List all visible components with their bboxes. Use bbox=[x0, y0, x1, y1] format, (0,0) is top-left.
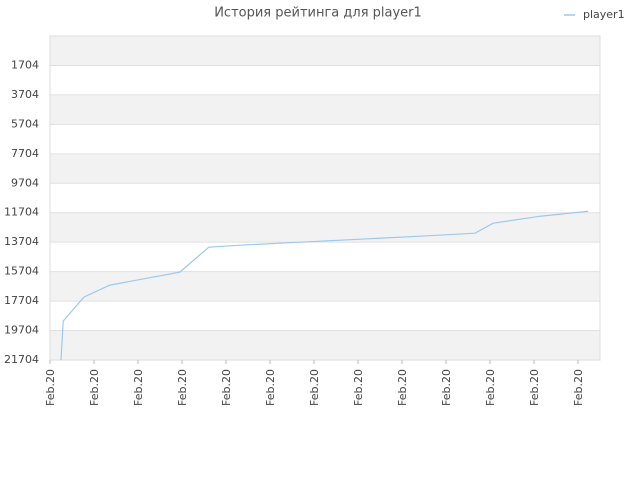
y-tick-label: 3704 bbox=[11, 88, 39, 101]
x-tick-label: Feb.20 bbox=[396, 369, 409, 406]
band bbox=[50, 183, 600, 213]
y-tick-label: 15704 bbox=[4, 265, 39, 278]
line bbox=[60, 210, 589, 361]
x-tick-label: Feb.20 bbox=[352, 369, 365, 406]
x-tick-label: Feb.20 bbox=[484, 369, 497, 406]
y-tick-label: 21704 bbox=[4, 353, 39, 366]
y-tick-label: 11704 bbox=[4, 206, 39, 219]
band bbox=[50, 242, 600, 272]
x-tick-label: Feb.20 bbox=[220, 369, 233, 406]
x-tick-label: Feb.20 bbox=[176, 369, 189, 406]
x-tick-label: Feb.20 bbox=[572, 369, 585, 406]
y-tick-label: 7704 bbox=[11, 147, 39, 160]
x-tick-label: Feb.20 bbox=[132, 369, 145, 406]
x-tick-label: Feb.20 bbox=[88, 369, 101, 406]
band bbox=[50, 153, 600, 184]
y-tick-label: 9704 bbox=[11, 176, 39, 189]
y-tick-label: 1704 bbox=[11, 58, 39, 71]
plot-border bbox=[49, 35, 601, 361]
band bbox=[50, 271, 600, 302]
legend-label: player1 bbox=[583, 8, 625, 21]
band bbox=[50, 212, 600, 243]
chart-title: История рейтинга для player1 bbox=[214, 6, 422, 21]
x-tick-label: Feb.20 bbox=[440, 369, 453, 406]
y-tick-label: 19704 bbox=[4, 324, 39, 337]
band bbox=[50, 301, 600, 331]
band bbox=[50, 65, 600, 95]
y-tick-label: 13704 bbox=[4, 235, 39, 248]
band bbox=[50, 330, 600, 360]
band bbox=[50, 36, 600, 66]
x-tick-label: Feb.20 bbox=[528, 369, 541, 406]
x-tick-label: Feb.20 bbox=[44, 369, 57, 406]
band bbox=[50, 94, 600, 125]
y-tick-label: 5704 bbox=[11, 117, 39, 130]
band bbox=[50, 124, 600, 154]
x-tick-label: Feb.20 bbox=[264, 369, 277, 406]
y-tick-label: 17704 bbox=[4, 294, 39, 307]
x-tick-label: Feb.20 bbox=[308, 369, 321, 406]
